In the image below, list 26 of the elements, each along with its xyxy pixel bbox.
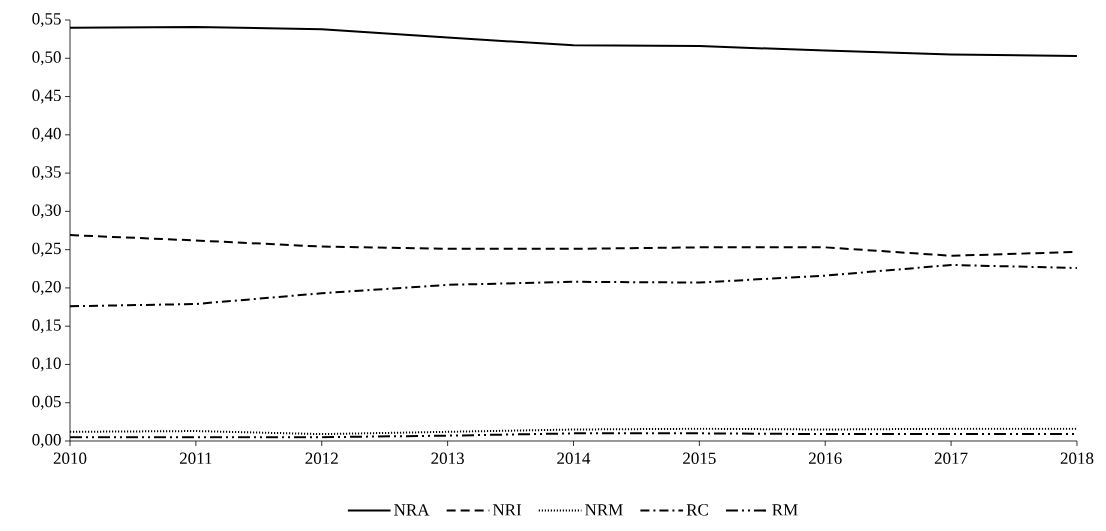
x-tick-label: 2014 — [557, 452, 591, 465]
y-tick-label: 0,10 — [32, 357, 61, 372]
x-tick-label: 2017 — [934, 452, 968, 465]
y-tick-label: 0,40 — [32, 127, 61, 142]
legend-label: RC — [686, 504, 708, 516]
legend-label: NRM — [585, 504, 623, 516]
y-tick-label: 0,25 — [32, 242, 61, 257]
y-tick-label: 0,30 — [32, 204, 61, 219]
legend-label: NRI — [492, 504, 522, 516]
x-tick-label: 2010 — [53, 452, 87, 465]
y-tick-label: 0,20 — [32, 280, 61, 295]
y-tick-label: 0,55 — [32, 13, 61, 27]
y-tick-label: 0,35 — [32, 166, 61, 181]
y-tick-label: 0,45 — [32, 89, 61, 104]
x-tick-label: 2018 — [1060, 452, 1094, 465]
x-tick-label: 2013 — [431, 452, 464, 465]
y-tick-label: 0,50 — [32, 51, 61, 66]
x-tick-label: 2016 — [808, 452, 842, 465]
legend-label: NRA — [394, 504, 430, 516]
x-tick-label: 2011 — [179, 452, 212, 465]
y-tick-label: 0,00 — [32, 434, 61, 448]
y-tick-label: 0,05 — [32, 395, 61, 410]
y-tick-label: 0,15 — [32, 319, 61, 334]
x-tick-label: 2012 — [305, 452, 338, 465]
x-tick-label: 2015 — [683, 452, 716, 465]
legend-label: RM — [772, 504, 798, 516]
